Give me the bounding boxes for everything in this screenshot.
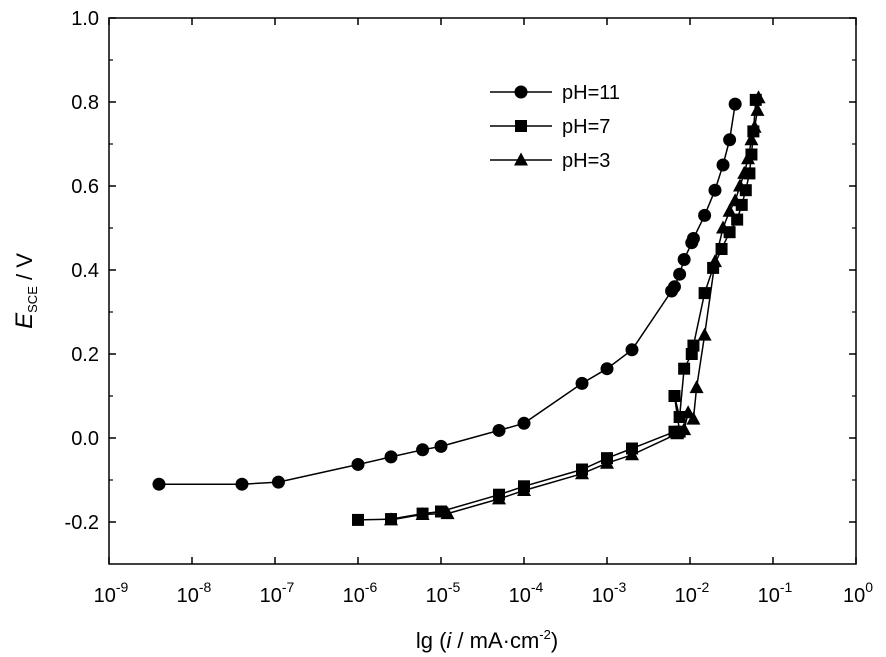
data-point (673, 267, 687, 281)
y-tick-label: 0.8 (71, 92, 99, 114)
data-point (668, 390, 681, 402)
x-axis-label: lg (i / mA·cm-2) (416, 627, 558, 653)
x-tick-label: 10-6 (343, 579, 378, 607)
data-point (728, 193, 743, 207)
y-axis: -0.2 0.0 0.2 0.4 0.6 0.8 1.0 (65, 8, 856, 534)
data-point (575, 466, 590, 480)
data-point (723, 133, 737, 147)
data-point (624, 447, 639, 461)
legend-marker (515, 120, 527, 132)
data-point (732, 178, 747, 192)
data-point (686, 232, 700, 245)
data-point (152, 477, 166, 491)
data-point (744, 132, 759, 146)
data-point (741, 151, 756, 165)
x-tick-label: 100 (843, 579, 873, 607)
data-point (728, 97, 742, 111)
y-tick-label: -0.2 (65, 512, 99, 534)
legend-label: pH=7 (562, 116, 610, 138)
data-point (678, 362, 691, 375)
data-point (625, 343, 639, 357)
data-point (697, 327, 712, 341)
legend-label: pH=3 (562, 150, 610, 172)
data-point (677, 253, 691, 266)
data-point (517, 483, 531, 496)
data-point (716, 220, 731, 234)
data-point (384, 450, 398, 464)
data-point (384, 512, 399, 526)
data-point (416, 443, 430, 457)
x-tick-label: 10-1 (758, 579, 793, 607)
x-tick-label: 10-7 (260, 579, 295, 607)
data-point (722, 203, 737, 217)
data-point (708, 183, 722, 197)
data-point (673, 411, 686, 423)
data-point (677, 422, 692, 436)
data-point (750, 102, 765, 116)
data-point (707, 254, 722, 268)
y-tick-label: 0.4 (71, 260, 99, 282)
data-point (737, 165, 752, 179)
x-tick-label: 10-4 (509, 579, 544, 607)
data-point (670, 426, 685, 440)
data-point (351, 457, 365, 471)
data-point (686, 411, 701, 425)
data-point (667, 280, 681, 294)
data-point (698, 287, 711, 300)
data-point (492, 423, 506, 437)
data-point (751, 90, 766, 104)
data-point (689, 380, 704, 394)
series-line (357, 99, 757, 521)
data-point (600, 362, 614, 376)
data-point (271, 475, 285, 489)
data-point (434, 439, 448, 453)
data-point (235, 477, 249, 491)
series-circle (152, 97, 742, 491)
legend-marker (514, 152, 528, 166)
data-point (716, 158, 730, 172)
series-triangle (384, 90, 766, 526)
x-tick-label: 10-2 (675, 579, 710, 607)
data-point (747, 119, 762, 133)
data-point (352, 513, 364, 526)
x-axis: 10-9 10-8 10-7 10-6 10-5 10-4 10-3 10-2 10-1 100 (94, 18, 873, 607)
data-point (575, 376, 589, 390)
y-tick-label: 0.0 (71, 428, 99, 450)
series-line (159, 103, 736, 485)
data-point (440, 506, 455, 520)
data-point (517, 416, 531, 430)
series-layer (152, 90, 766, 526)
y-tick-label: 0.2 (71, 344, 99, 366)
y-tick-label: 1.0 (71, 8, 99, 30)
y-tick-label: 0.6 (71, 176, 99, 198)
x-tick-label: 10-8 (177, 579, 212, 607)
x-tick-label: 10-3 (592, 579, 627, 607)
plot-frame (108, 17, 857, 565)
data-point (687, 339, 700, 352)
data-point (492, 491, 507, 505)
x-tick-label: 10-5 (426, 579, 461, 607)
data-point (698, 208, 712, 222)
data-point (600, 455, 614, 469)
x-tick-label: 10-9 (94, 579, 129, 607)
y-axis-label: ESCE / V (11, 253, 40, 329)
series-square (352, 93, 762, 526)
data-point (415, 506, 430, 520)
legend: pH=11 pH=7 pH=3 (490, 82, 620, 172)
legend-label: pH=11 (562, 82, 620, 104)
legend-marker (514, 85, 528, 99)
